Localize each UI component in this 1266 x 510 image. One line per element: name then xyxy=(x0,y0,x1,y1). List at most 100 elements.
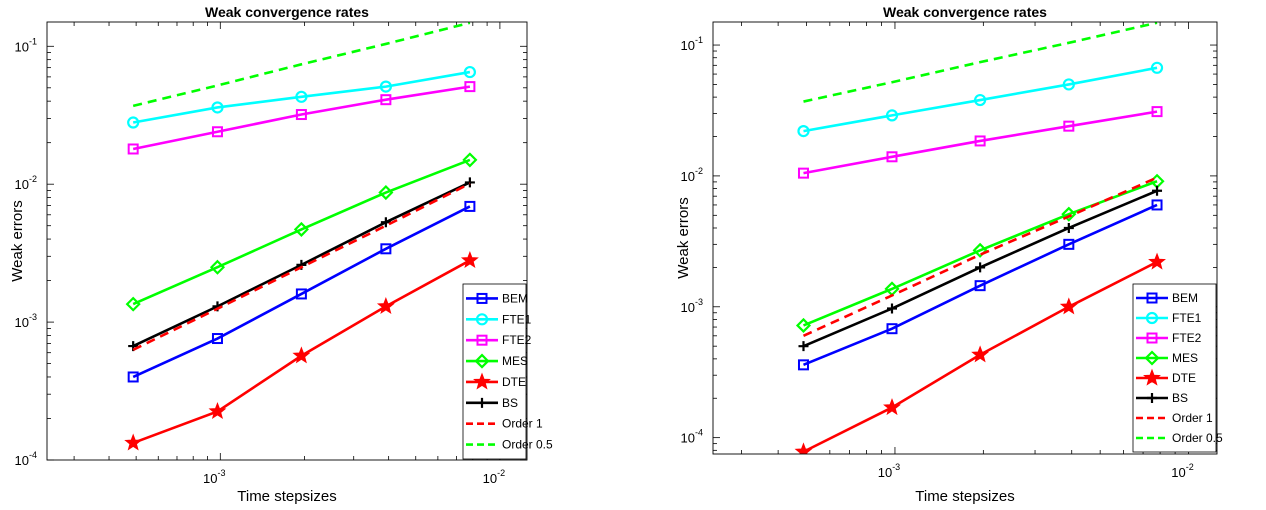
data-point xyxy=(797,359,809,371)
data-point xyxy=(1061,206,1077,222)
series-bs xyxy=(798,185,1163,352)
series-line xyxy=(803,66,1158,133)
data-point xyxy=(127,116,140,129)
data-point xyxy=(376,296,395,314)
y-tick-label: 10-2 xyxy=(15,174,37,192)
legend-marker xyxy=(474,353,490,369)
legend-marker xyxy=(473,372,491,390)
legend-label: BS xyxy=(1172,391,1188,405)
legend-marker xyxy=(475,313,489,326)
legend-label: DTE xyxy=(502,375,526,389)
data-point xyxy=(127,371,139,383)
data-point xyxy=(972,242,988,258)
series-bem xyxy=(797,199,1163,371)
data-point xyxy=(797,167,809,179)
data-point xyxy=(886,303,897,314)
series-line xyxy=(802,176,1158,337)
data-point xyxy=(1063,222,1074,233)
data-point xyxy=(1150,61,1164,74)
series-bs xyxy=(128,177,475,352)
data-point xyxy=(211,126,223,138)
chart-panel-1: Weak convergence rates Time stepsizes Weak… xyxy=(9,4,553,505)
data-point xyxy=(1063,238,1075,250)
chart-title: Weak convergence rates xyxy=(205,4,369,20)
legend-label: Order 1 xyxy=(502,417,543,431)
data-point xyxy=(886,323,898,335)
y-tick-label: 10-1 xyxy=(15,36,37,54)
series-line xyxy=(132,70,471,124)
x-tick-label: 10-3 xyxy=(878,462,900,480)
data-point xyxy=(380,94,392,106)
legend-marker xyxy=(1143,368,1161,386)
legend-label: FTE2 xyxy=(502,333,532,347)
series-line xyxy=(802,203,1158,367)
legend-label: Order 0.5 xyxy=(1172,431,1223,445)
data-point xyxy=(463,65,476,79)
plot-area xyxy=(124,22,479,451)
legend-label: BS xyxy=(502,396,518,410)
legend-marker xyxy=(1147,393,1157,403)
series-order-1 xyxy=(132,182,471,351)
legend-marker xyxy=(476,292,488,304)
data-point xyxy=(464,200,476,212)
legend-marker xyxy=(1146,292,1158,304)
data-point xyxy=(379,80,392,93)
data-point xyxy=(378,184,394,201)
legend: BEM FTE1 FTE2 MES DTE BS Order 1 Order 0.5 xyxy=(1132,283,1223,453)
legend-label: FTE2 xyxy=(1172,331,1202,345)
series-line xyxy=(132,85,471,151)
y-axis-label: Weak errors xyxy=(675,197,692,278)
data-point xyxy=(1062,78,1075,91)
legend-label: FTE1 xyxy=(1172,311,1202,325)
data-point xyxy=(464,177,475,188)
data-point xyxy=(1063,120,1075,132)
legend-label: DTE xyxy=(1172,371,1196,385)
chart-panel-2: Weak convergence rates Time stepsizes Weak… xyxy=(675,4,1223,505)
data-point xyxy=(1152,185,1163,196)
series-fte1 xyxy=(127,65,476,129)
y-axis-label: Weak errors xyxy=(9,200,26,281)
data-point xyxy=(380,243,392,255)
data-point xyxy=(460,251,479,269)
data-point xyxy=(971,345,990,363)
legend-label: BEM xyxy=(502,291,528,305)
data-point xyxy=(211,333,223,345)
y-tick-label: 10-4 xyxy=(681,428,703,446)
data-point xyxy=(974,93,987,107)
data-point xyxy=(209,259,226,275)
legend-label: FTE1 xyxy=(502,312,532,326)
series-order-0-5 xyxy=(803,22,1158,103)
y-tick-label: 10-4 xyxy=(15,450,37,468)
axes-frame xyxy=(712,21,1218,455)
data-point xyxy=(797,125,810,138)
series-fte2 xyxy=(797,106,1163,179)
legend-box xyxy=(462,283,527,460)
x-axis-label: Time stepsizes xyxy=(237,488,336,505)
series-bem xyxy=(127,200,476,383)
data-point xyxy=(127,143,139,155)
data-point xyxy=(1148,252,1166,270)
x-tick-label: 10-3 xyxy=(203,468,225,486)
legend-label: MES xyxy=(1172,351,1198,365)
data-point xyxy=(125,296,141,312)
chart-title: Weak convergence rates xyxy=(883,4,1047,20)
series-line xyxy=(803,22,1158,103)
x-axis-label: Time stepsizes xyxy=(915,488,1014,505)
series-dte xyxy=(124,251,479,451)
x-tick-label: 10-2 xyxy=(1171,462,1193,480)
data-point xyxy=(883,398,901,416)
data-point xyxy=(293,221,309,237)
legend-marker xyxy=(1145,311,1159,325)
data-point xyxy=(794,442,813,454)
legend-label: Order 0.5 xyxy=(502,438,553,452)
legend-marker xyxy=(477,397,487,408)
data-point xyxy=(1151,199,1163,211)
data-point xyxy=(464,81,476,93)
data-point xyxy=(795,317,812,334)
series-line xyxy=(132,205,471,379)
data-point xyxy=(885,109,899,122)
data-point xyxy=(886,151,898,163)
series-line xyxy=(803,110,1158,175)
plot-area xyxy=(794,22,1166,454)
data-point xyxy=(295,109,307,121)
